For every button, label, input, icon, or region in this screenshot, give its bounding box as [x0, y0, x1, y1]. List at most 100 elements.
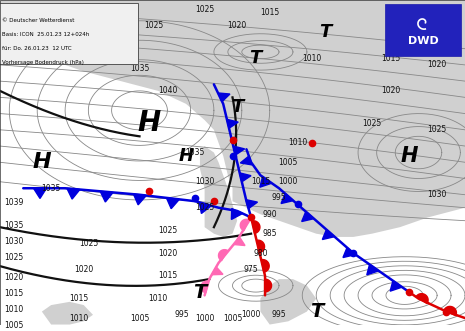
Text: 1035: 1035 [130, 64, 149, 73]
Polygon shape [133, 194, 146, 205]
Text: 1015: 1015 [158, 271, 177, 280]
Polygon shape [252, 221, 260, 233]
Polygon shape [0, 0, 465, 237]
Text: 1025: 1025 [195, 5, 214, 14]
Polygon shape [218, 93, 230, 102]
Polygon shape [302, 212, 314, 221]
Text: 1000: 1000 [241, 310, 261, 319]
Polygon shape [200, 146, 237, 237]
Polygon shape [260, 177, 272, 187]
Text: 1040: 1040 [158, 86, 177, 95]
Text: für: Do. 26.01.23  12 UTC: für: Do. 26.01.23 12 UTC [2, 46, 72, 51]
Polygon shape [199, 202, 211, 213]
Text: T: T [250, 49, 262, 68]
Text: 1020: 1020 [5, 273, 24, 282]
Text: H: H [137, 109, 160, 137]
Text: 1020: 1020 [427, 61, 447, 70]
Polygon shape [100, 191, 113, 202]
Text: H: H [400, 146, 418, 166]
Text: 1005: 1005 [130, 313, 149, 322]
Polygon shape [257, 240, 265, 253]
Text: 1020: 1020 [158, 249, 177, 258]
Polygon shape [233, 237, 245, 246]
Text: 985: 985 [262, 229, 277, 238]
Polygon shape [240, 219, 249, 231]
Polygon shape [262, 260, 269, 272]
Text: 1000: 1000 [279, 177, 298, 186]
FancyBboxPatch shape [0, 3, 138, 64]
Polygon shape [67, 188, 80, 199]
Polygon shape [260, 279, 316, 325]
Polygon shape [166, 198, 179, 209]
Text: 1025: 1025 [195, 203, 214, 212]
Text: 1025: 1025 [144, 22, 163, 30]
Text: 1015: 1015 [251, 177, 270, 186]
Text: © Deutscher Wetterdienst: © Deutscher Wetterdienst [2, 18, 75, 23]
Polygon shape [281, 194, 293, 204]
Text: 1035: 1035 [186, 148, 205, 157]
Text: T: T [319, 24, 332, 41]
Polygon shape [42, 302, 93, 325]
Text: H: H [179, 147, 193, 165]
Text: Basis: ICON  25.01.23 12+024h: Basis: ICON 25.01.23 12+024h [2, 32, 90, 37]
Polygon shape [322, 230, 334, 240]
Text: 995: 995 [272, 194, 286, 203]
Polygon shape [201, 281, 208, 293]
Text: 1005: 1005 [279, 158, 298, 167]
Text: 1030: 1030 [195, 177, 214, 186]
Text: T: T [310, 302, 323, 321]
Text: 1035: 1035 [5, 221, 24, 230]
Text: 1020: 1020 [381, 86, 400, 95]
Polygon shape [343, 248, 355, 258]
Text: 1035: 1035 [41, 184, 61, 193]
Text: 1000: 1000 [195, 313, 214, 322]
Text: 1010: 1010 [69, 313, 89, 322]
Text: 1015: 1015 [69, 294, 89, 303]
Text: 1010: 1010 [5, 305, 24, 314]
Text: 1015: 1015 [260, 9, 279, 18]
Text: 1020: 1020 [227, 22, 247, 30]
Polygon shape [416, 294, 428, 304]
Text: 1030: 1030 [427, 190, 447, 199]
Polygon shape [219, 250, 227, 261]
Text: 1025: 1025 [362, 119, 382, 128]
Text: 1025: 1025 [158, 226, 177, 235]
Text: 1010: 1010 [302, 54, 321, 63]
Polygon shape [240, 156, 252, 165]
Polygon shape [390, 281, 402, 291]
Text: 975: 975 [244, 265, 259, 274]
Polygon shape [239, 173, 251, 182]
Text: 1030: 1030 [5, 237, 24, 246]
Polygon shape [227, 119, 238, 128]
Text: 1015: 1015 [381, 54, 400, 63]
Text: 980: 980 [253, 249, 268, 258]
Text: DWD: DWD [408, 35, 438, 46]
FancyBboxPatch shape [385, 4, 461, 56]
Text: 1030: 1030 [116, 38, 135, 47]
Text: 1005: 1005 [5, 321, 24, 330]
Text: T: T [231, 98, 243, 116]
Text: 995: 995 [272, 310, 286, 319]
Text: 1005: 1005 [223, 313, 242, 322]
Text: 990: 990 [262, 210, 277, 219]
Text: 1015: 1015 [5, 289, 24, 298]
Text: T: T [193, 283, 206, 302]
Polygon shape [33, 188, 46, 199]
Polygon shape [367, 264, 379, 275]
Polygon shape [265, 279, 272, 292]
Polygon shape [212, 267, 223, 275]
Text: H: H [33, 152, 51, 172]
Polygon shape [444, 307, 457, 316]
Text: 1025: 1025 [5, 253, 24, 262]
Text: 1010: 1010 [288, 138, 307, 147]
Text: 1020: 1020 [74, 265, 93, 274]
Text: 1010: 1010 [148, 294, 168, 303]
Text: Vorhersage Bodendruck (hPa): Vorhersage Bodendruck (hPa) [2, 60, 84, 65]
Text: 1025: 1025 [79, 239, 98, 248]
Polygon shape [232, 209, 243, 219]
Polygon shape [233, 146, 245, 155]
Text: 1025: 1025 [427, 125, 447, 134]
Polygon shape [246, 200, 258, 209]
Text: T: T [389, 4, 401, 22]
Text: 995: 995 [174, 310, 189, 319]
